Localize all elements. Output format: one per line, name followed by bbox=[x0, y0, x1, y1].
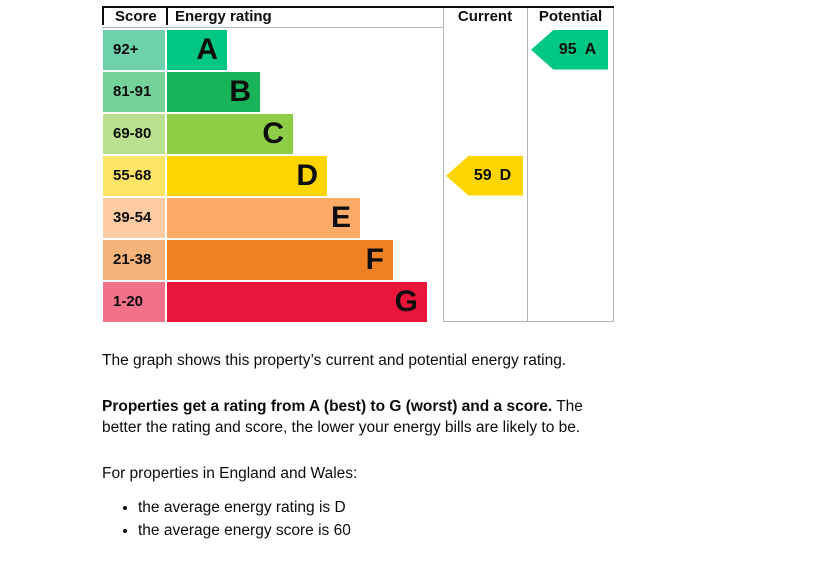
region-heading: For properties in England and Wales: bbox=[102, 465, 358, 482]
band-row: 69-80 C bbox=[102, 114, 443, 154]
potential-column-separator bbox=[527, 8, 528, 322]
band-row: 1-20 G bbox=[102, 282, 443, 322]
score-range-cell: 21-38 bbox=[103, 240, 165, 280]
band-row: 21-38 F bbox=[102, 240, 443, 280]
score-range-cell: 1-20 bbox=[103, 282, 165, 322]
band-bar: G bbox=[167, 282, 427, 322]
current-score: 59 bbox=[473, 166, 492, 184]
epc-rows: 92+ A 81-91 B 69-80 C 55-68 D 39-54 E 21… bbox=[102, 30, 443, 324]
band-bar: C bbox=[167, 114, 293, 154]
potential-band: A bbox=[584, 40, 597, 58]
rating-explainer-rest: The better the rating and score, the low… bbox=[102, 398, 583, 436]
list-item: the average energy rating is D bbox=[138, 497, 623, 519]
column-header-potential: Potential bbox=[538, 8, 603, 25]
current-rating-pointer: 59 D bbox=[446, 156, 523, 196]
column-header-energy-rating: Energy rating bbox=[166, 8, 443, 25]
chart-bottom-border bbox=[443, 321, 614, 322]
potential-score: 95 bbox=[558, 40, 577, 58]
description-section: The graph shows this property’s current … bbox=[102, 350, 623, 542]
score-range-cell: 55-68 bbox=[103, 156, 165, 196]
band-row: 39-54 E bbox=[102, 198, 443, 238]
score-range-cell: 69-80 bbox=[103, 114, 165, 154]
chart-right-border bbox=[613, 8, 614, 322]
chart-header-row: Score Energy rating Current Potential bbox=[102, 8, 614, 25]
band-row: 92+ A bbox=[102, 30, 443, 70]
band-bar: A bbox=[167, 30, 227, 70]
band-bar: B bbox=[167, 72, 260, 112]
column-header-score: Score bbox=[102, 8, 166, 25]
band-row: 55-68 D bbox=[102, 156, 443, 196]
current-column-separator bbox=[443, 8, 444, 322]
current-band: D bbox=[499, 166, 512, 184]
potential-rating-pointer: 95 A bbox=[531, 30, 608, 70]
band-row: 81-91 B bbox=[102, 72, 443, 112]
rating-explainer-bold: Properties get a rating from A (best) to… bbox=[102, 398, 553, 415]
band-bar: D bbox=[167, 156, 327, 196]
score-range-cell: 39-54 bbox=[103, 198, 165, 238]
epc-rating-chart: Score Energy rating Current Potential 92… bbox=[102, 6, 614, 322]
list-item: the average energy score is 60 bbox=[138, 520, 623, 542]
score-range-cell: 81-91 bbox=[103, 72, 165, 112]
band-bar: E bbox=[167, 198, 360, 238]
averages-list: the average energy rating is D the avera… bbox=[102, 497, 623, 541]
intro-paragraph: The graph shows this property’s current … bbox=[102, 352, 567, 369]
rating-explainer-paragraph: Properties get a rating from A (best) to… bbox=[102, 396, 623, 438]
header-underline bbox=[102, 27, 443, 28]
band-bar: F bbox=[167, 240, 393, 280]
score-range-cell: 92+ bbox=[103, 30, 165, 70]
column-header-current: Current bbox=[457, 8, 513, 25]
